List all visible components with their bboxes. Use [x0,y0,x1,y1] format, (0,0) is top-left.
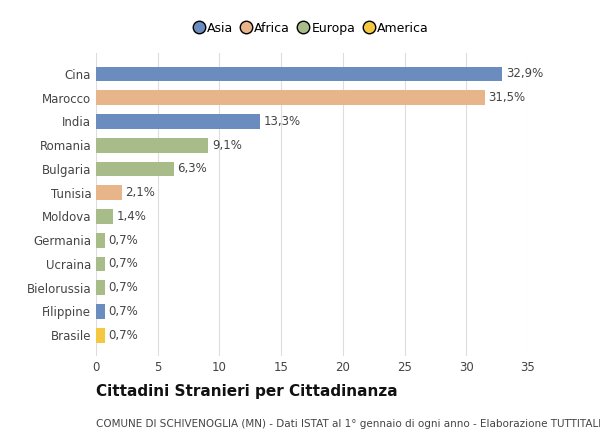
Text: Cittadini Stranieri per Cittadinanza: Cittadini Stranieri per Cittadinanza [96,384,398,399]
Text: 0,7%: 0,7% [109,257,138,271]
Text: 2,1%: 2,1% [125,186,155,199]
Bar [96,257,104,271]
Text: 0,7%: 0,7% [109,234,138,247]
Bar [96,328,104,343]
Text: 13,3%: 13,3% [264,115,301,128]
Text: 6,3%: 6,3% [178,162,207,176]
Text: 0,7%: 0,7% [109,329,138,342]
Bar [96,233,104,248]
Bar [96,161,174,176]
Text: 1,4%: 1,4% [117,210,147,223]
Bar [96,138,208,153]
Bar [96,66,502,81]
Text: 32,9%: 32,9% [506,67,543,81]
Bar [96,280,104,295]
Legend: Asia, Africa, Europa, America: Asia, Africa, Europa, America [191,17,433,40]
Bar [96,185,122,200]
Text: COMUNE DI SCHIVENOGLIA (MN) - Dati ISTAT al 1° gennaio di ogni anno - Elaborazio: COMUNE DI SCHIVENOGLIA (MN) - Dati ISTAT… [96,419,600,429]
Text: 31,5%: 31,5% [488,91,526,104]
Text: 0,7%: 0,7% [109,305,138,318]
Bar [96,304,104,319]
Bar [96,90,485,105]
Text: 9,1%: 9,1% [212,139,242,152]
Bar [96,114,260,129]
Text: 0,7%: 0,7% [109,281,138,294]
Bar [96,209,113,224]
